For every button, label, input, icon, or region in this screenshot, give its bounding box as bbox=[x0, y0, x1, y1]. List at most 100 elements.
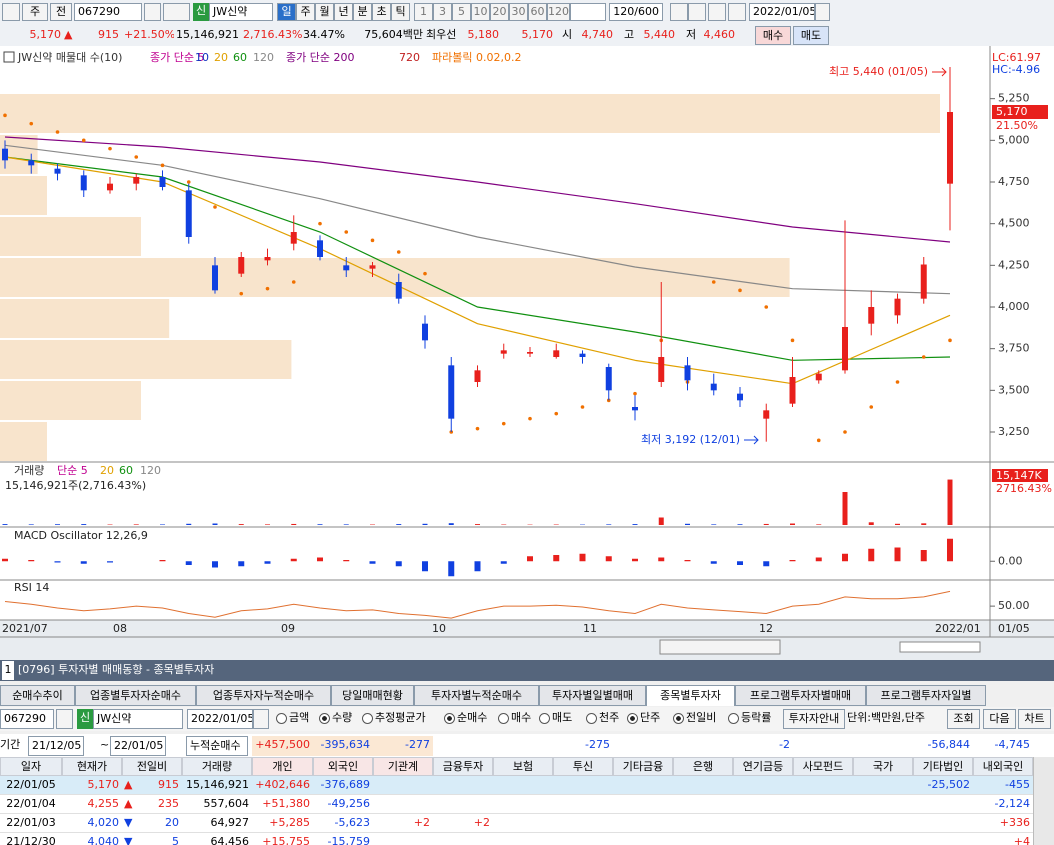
radio-label[interactable]: 수량 bbox=[332, 711, 353, 724]
oscillator-bar bbox=[395, 561, 402, 567]
radio[interactable] bbox=[627, 713, 638, 724]
tab[interactable]: 순매수추이 bbox=[0, 685, 75, 706]
date-label: 12 bbox=[759, 622, 773, 635]
table-row[interactable] bbox=[0, 795, 1033, 814]
code-input[interactable]: 067290 bbox=[0, 709, 54, 729]
radio[interactable] bbox=[498, 713, 509, 724]
query-button[interactable]: 조회 bbox=[947, 709, 980, 729]
calendar-button[interactable] bbox=[253, 709, 269, 729]
code-input[interactable]: 067290 bbox=[74, 3, 142, 21]
radio[interactable] bbox=[673, 713, 684, 724]
tool-icon[interactable] bbox=[708, 3, 726, 21]
radio-label[interactable]: 매수 bbox=[511, 711, 532, 724]
period-button[interactable]: 주 bbox=[22, 3, 48, 21]
minute-button[interactable]: 10 bbox=[471, 3, 490, 21]
radio[interactable] bbox=[362, 713, 373, 724]
interval-button[interactable]: 주 bbox=[296, 3, 315, 21]
next-button[interactable]: 다음 bbox=[983, 709, 1016, 729]
table-row[interactable] bbox=[0, 814, 1033, 833]
column-header: 기타금융 bbox=[613, 757, 673, 776]
radio-label[interactable]: 매도 bbox=[552, 711, 573, 724]
minute-button[interactable]: 20 bbox=[490, 3, 509, 21]
sar-dot bbox=[790, 338, 795, 343]
sell-button[interactable]: 매도 bbox=[793, 26, 829, 45]
oscillator-bar bbox=[815, 557, 822, 562]
prev-button[interactable]: 전 bbox=[50, 3, 72, 21]
radio[interactable] bbox=[586, 713, 597, 724]
interval-button[interactable]: 년 bbox=[334, 3, 353, 21]
radio-label[interactable]: 천주 bbox=[599, 711, 620, 724]
menu-icon[interactable] bbox=[2, 3, 20, 21]
minute-button[interactable]: 60 bbox=[528, 3, 547, 21]
table-row[interactable] bbox=[0, 776, 1033, 795]
tool-icon[interactable] bbox=[688, 3, 706, 21]
tab[interactable]: 당일매매현황 bbox=[331, 685, 414, 706]
search-button[interactable] bbox=[144, 3, 161, 21]
guide-button[interactable]: 투자자안내 bbox=[783, 709, 845, 729]
candle-body bbox=[317, 240, 323, 257]
tab[interactable]: 투자자별누적순매수 bbox=[414, 685, 539, 706]
cum-value: -2 bbox=[733, 736, 793, 756]
radio-label[interactable]: 순매수 bbox=[457, 711, 488, 724]
candle-body bbox=[54, 168, 61, 174]
high-arrow bbox=[932, 67, 947, 77]
radio[interactable] bbox=[728, 713, 739, 724]
date-input[interactable]: 2022/01/05 bbox=[749, 3, 815, 21]
radio[interactable] bbox=[319, 713, 330, 724]
sound-button[interactable] bbox=[163, 3, 190, 21]
date-input[interactable]: 22/01/05 bbox=[110, 736, 166, 756]
calendar-button[interactable] bbox=[815, 3, 830, 21]
minute-button[interactable]: 120 bbox=[547, 3, 570, 21]
date-input[interactable]: 2022/01/05 bbox=[187, 709, 253, 729]
sar-dot bbox=[711, 280, 716, 284]
candle-body bbox=[395, 282, 402, 299]
tab[interactable]: 프로그램투자자일별 bbox=[866, 685, 986, 706]
volume-bar bbox=[291, 523, 297, 525]
radio-label[interactable]: 전일비 bbox=[686, 711, 717, 724]
cell-value: -25,502 bbox=[927, 778, 970, 791]
minute-button[interactable]: 3 bbox=[433, 3, 452, 21]
volume-profile-bar bbox=[0, 381, 141, 420]
radio-label[interactable]: 등락률 bbox=[741, 711, 772, 724]
tab[interactable]: 업종투자자누적순매수 bbox=[196, 685, 331, 706]
tab[interactable]: 투자자별일별매매 bbox=[539, 685, 646, 706]
radio-label[interactable]: 금액 bbox=[289, 711, 310, 724]
tab[interactable]: 프로그램투자자별매매 bbox=[735, 685, 866, 706]
name-input[interactable]: JW신약 bbox=[93, 709, 183, 729]
date-label: 2022/01 bbox=[935, 622, 981, 635]
count-input[interactable]: 120/600 bbox=[609, 3, 663, 21]
minute-button[interactable]: 30 bbox=[509, 3, 528, 21]
date-input[interactable]: 21/12/05 bbox=[28, 736, 84, 756]
chart-button[interactable]: 차트 bbox=[1018, 709, 1051, 729]
cell-value: -376,689 bbox=[320, 778, 370, 791]
buy-button[interactable]: 매수 bbox=[755, 26, 791, 45]
minute-dropdown[interactable] bbox=[570, 3, 606, 21]
minute-button[interactable]: 5 bbox=[452, 3, 471, 21]
interval-button[interactable]: 틱 bbox=[391, 3, 410, 21]
interval-button[interactable]: 월 bbox=[315, 3, 334, 21]
radio[interactable] bbox=[539, 713, 550, 724]
name-input[interactable]: JW신약 bbox=[209, 3, 273, 21]
volume-bar bbox=[317, 524, 323, 525]
cell-value: +2 bbox=[413, 816, 430, 829]
interval-button[interactable]: 초 bbox=[372, 3, 391, 21]
scrollbar[interactable] bbox=[1033, 757, 1054, 845]
radio[interactable] bbox=[276, 713, 287, 724]
radio[interactable] bbox=[444, 713, 455, 724]
tool-icon[interactable] bbox=[670, 3, 688, 21]
tool-icon[interactable] bbox=[728, 3, 746, 21]
interval-button[interactable]: 일 bbox=[277, 3, 296, 21]
tab[interactable]: 업종별투자자순매수 bbox=[75, 685, 196, 706]
radio-label[interactable]: 추정평균가 bbox=[375, 711, 426, 724]
volume-bar bbox=[947, 479, 953, 525]
tab[interactable]: 종목별투자자 bbox=[646, 685, 735, 706]
minute-button[interactable]: 1 bbox=[414, 3, 433, 21]
candle-body bbox=[632, 407, 638, 411]
radio-label[interactable]: 단주 bbox=[640, 711, 661, 724]
interval-button[interactable]: 분 bbox=[353, 3, 372, 21]
sar-dot bbox=[134, 155, 139, 159]
table-row[interactable] bbox=[0, 833, 1033, 845]
oscillator-bar bbox=[500, 561, 507, 564]
legend-entry: 10 bbox=[195, 51, 209, 64]
search-button[interactable] bbox=[56, 709, 73, 729]
